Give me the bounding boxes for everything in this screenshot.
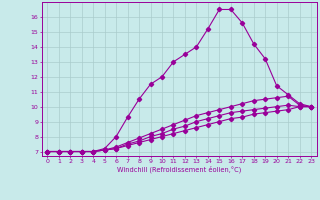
X-axis label: Windchill (Refroidissement éolien,°C): Windchill (Refroidissement éolien,°C) — [117, 166, 241, 173]
